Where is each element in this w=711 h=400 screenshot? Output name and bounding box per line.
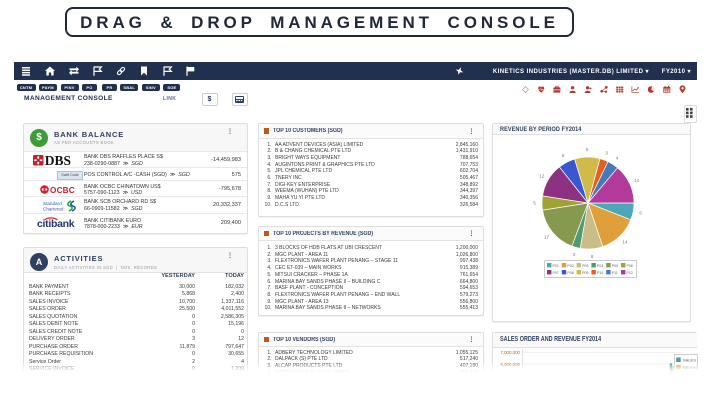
svg-text:6: 6 [639,210,642,215]
svg-text:5: 5 [533,200,536,205]
svg-text:9: 9 [585,147,588,152]
svg-text:3: 3 [605,150,608,155]
svg-text:8: 8 [590,253,593,258]
svg-text:P02: P02 [567,264,573,268]
svg-text:14: 14 [633,178,639,183]
svg-text:14: 14 [622,239,628,244]
svg-text:P09: P09 [582,271,588,275]
svg-text:P06: P06 [626,264,632,268]
svg-text:6: 6 [561,153,564,158]
svg-text:P12: P12 [626,271,632,275]
svg-text:P10: P10 [596,271,602,275]
svg-text:P11: P11 [611,271,617,275]
svg-text:P03: P03 [582,264,588,268]
svg-text:Standard: Standard [43,201,62,206]
svg-text:12: 12 [539,173,545,178]
svg-text:P04: P04 [596,264,602,268]
svg-text:P07: P07 [552,271,558,275]
svg-text:17: 17 [543,234,549,239]
svg-text:P08: P08 [567,271,573,275]
svg-text:DBS: DBS [45,155,71,166]
svg-text:3: 3 [572,252,575,257]
svg-text:OCBC: OCBC [50,185,75,193]
svg-text:P05: P05 [611,264,617,268]
svg-text:7,000,000: 7,000,000 [500,350,520,355]
svg-text:4: 4 [615,155,618,160]
svg-text:Chartered: Chartered [43,206,64,211]
svg-text:P01: P01 [552,264,558,268]
svg-text:citibank: citibank [37,218,75,229]
